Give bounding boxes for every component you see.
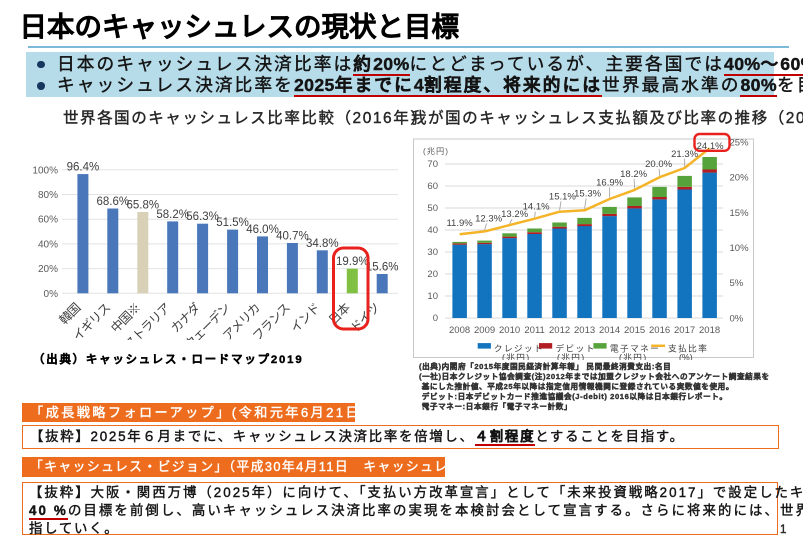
svg-text:12.3%: 12.3% [475,213,502,224]
svg-text:(兆円): (兆円) [502,353,530,360]
svg-text:5%: 5% [730,278,744,289]
svg-text:15.1%: 15.1% [549,191,576,202]
svg-text:(%): (%) [679,353,693,360]
svg-text:24.1%: 24.1% [697,141,724,152]
svg-text:デビット: デビット [556,342,596,353]
svg-text:2011: 2011 [524,325,544,336]
svg-text:40.7%: 40.7% [276,231,309,243]
svg-text:65.8%: 65.8% [126,200,159,212]
svg-text:60%: 60% [38,215,58,226]
svg-text:2017: 2017 [674,325,695,336]
svg-text:(兆円): (兆円) [423,146,449,156]
svg-text:14.1%: 14.1% [523,202,550,213]
svg-text:2008: 2008 [449,325,470,336]
svg-text:クレジット: クレジット [494,343,544,353]
svg-text:0%: 0% [44,289,59,300]
svg-text:25%: 25% [730,137,750,148]
svg-text:0: 0 [433,313,438,324]
svg-text:20.0%: 20.0% [645,159,672,170]
svg-text:21.3%: 21.3% [671,149,698,160]
svg-text:19.9%: 19.9% [336,256,369,268]
svg-text:電子マネー: 電子マネー [610,343,660,353]
svg-text:70: 70 [427,159,438,170]
svg-text:60: 60 [427,181,438,192]
svg-text:11.9%: 11.9% [446,218,473,229]
svg-text:96.4%: 96.4% [67,162,100,174]
svg-text:15.3%: 15.3% [574,189,601,200]
svg-text:(兆円): (兆円) [557,353,585,360]
svg-text:0%: 0% [730,313,744,324]
svg-text:46.0%: 46.0% [246,224,279,236]
svg-text:インド: インド [288,301,323,336]
svg-text:40: 40 [427,225,438,236]
svg-text:2012: 2012 [549,325,570,336]
svg-text:15.6%: 15.6% [366,262,399,274]
svg-text:30: 30 [427,247,438,258]
svg-text:2014: 2014 [599,325,620,336]
svg-text:20%: 20% [730,173,750,184]
svg-text:50: 50 [427,203,438,214]
svg-text:16.9%: 16.9% [596,177,623,188]
svg-text:10: 10 [427,291,438,302]
svg-text:2009: 2009 [474,325,495,336]
svg-text:68.6%: 68.6% [96,196,129,208]
svg-text:2018: 2018 [699,325,720,336]
svg-text:(兆円): (兆円) [619,353,647,360]
svg-text:100%: 100% [32,165,58,176]
svg-text:15%: 15% [730,208,750,219]
svg-text:10%: 10% [730,243,750,254]
svg-text:80%: 80% [38,190,58,201]
svg-text:2013: 2013 [574,325,595,336]
svg-text:56.3%: 56.3% [186,211,219,223]
svg-text:支払比率: 支払比率 [668,342,708,353]
svg-text:2015: 2015 [624,325,645,336]
svg-text:18.2%: 18.2% [620,169,647,180]
svg-text:20: 20 [427,269,438,280]
svg-text:2010: 2010 [499,325,520,336]
svg-text:58.2%: 58.2% [156,209,189,221]
svg-text:2016: 2016 [649,325,670,336]
svg-text:13.2%: 13.2% [501,209,528,220]
svg-text:40%: 40% [38,239,58,250]
svg-text:34.8%: 34.8% [306,238,339,250]
svg-text:51.5%: 51.5% [216,217,249,229]
svg-text:20%: 20% [38,264,58,275]
